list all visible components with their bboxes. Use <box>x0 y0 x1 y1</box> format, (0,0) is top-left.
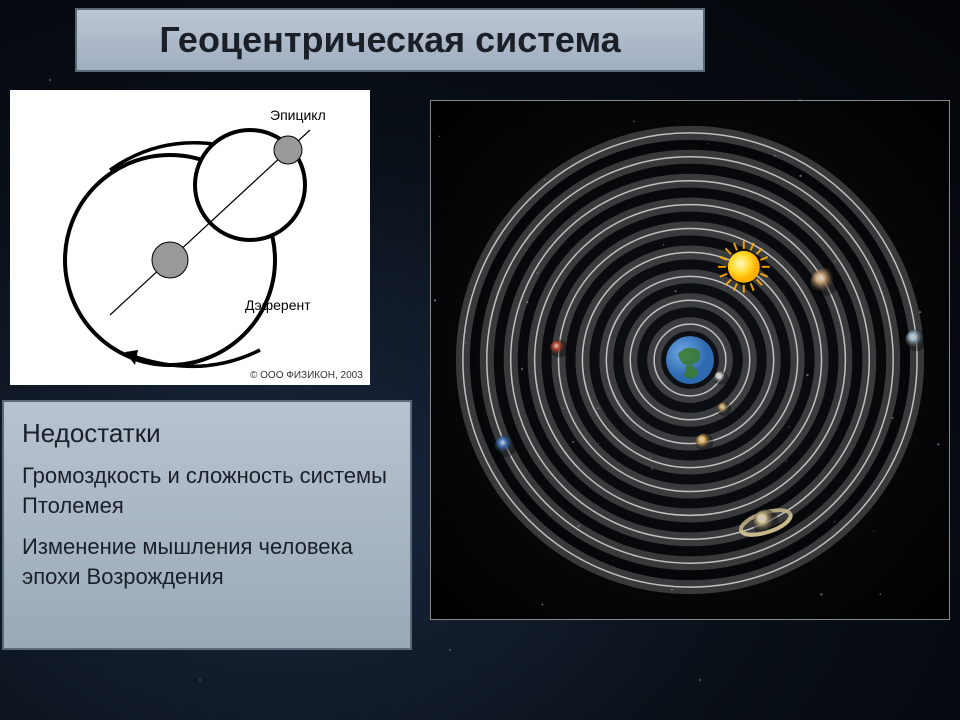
epicycle-svg: Эпицикл Дэферент © ООО ФИЗИКОН, 2003 <box>10 90 370 385</box>
svg-text:© ООО ФИЗИКОН, 2003: © ООО ФИЗИКОН, 2003 <box>250 370 363 381</box>
svg-text:Эпицикл: Эпицикл <box>270 107 326 123</box>
geocentric-svg <box>431 101 949 619</box>
drawback-item: Изменение мышления человека эпохи Возрож… <box>22 532 392 591</box>
geocentric-diagram-panel <box>430 100 950 620</box>
page-title: Геоцентрическая система <box>159 19 620 61</box>
drawbacks-heading: Недостатки <box>22 416 392 451</box>
title-panel: Геоцентрическая система <box>75 8 705 72</box>
drawback-item: Громоздкость и сложность системы Птолеме… <box>22 461 392 520</box>
epicycle-diagram-panel: Эпицикл Дэферент © ООО ФИЗИКОН, 2003 <box>10 90 370 385</box>
drawbacks-panel: Недостатки Громоздкость и сложность сист… <box>2 400 412 650</box>
svg-text:Дэферент: Дэферент <box>245 297 311 313</box>
